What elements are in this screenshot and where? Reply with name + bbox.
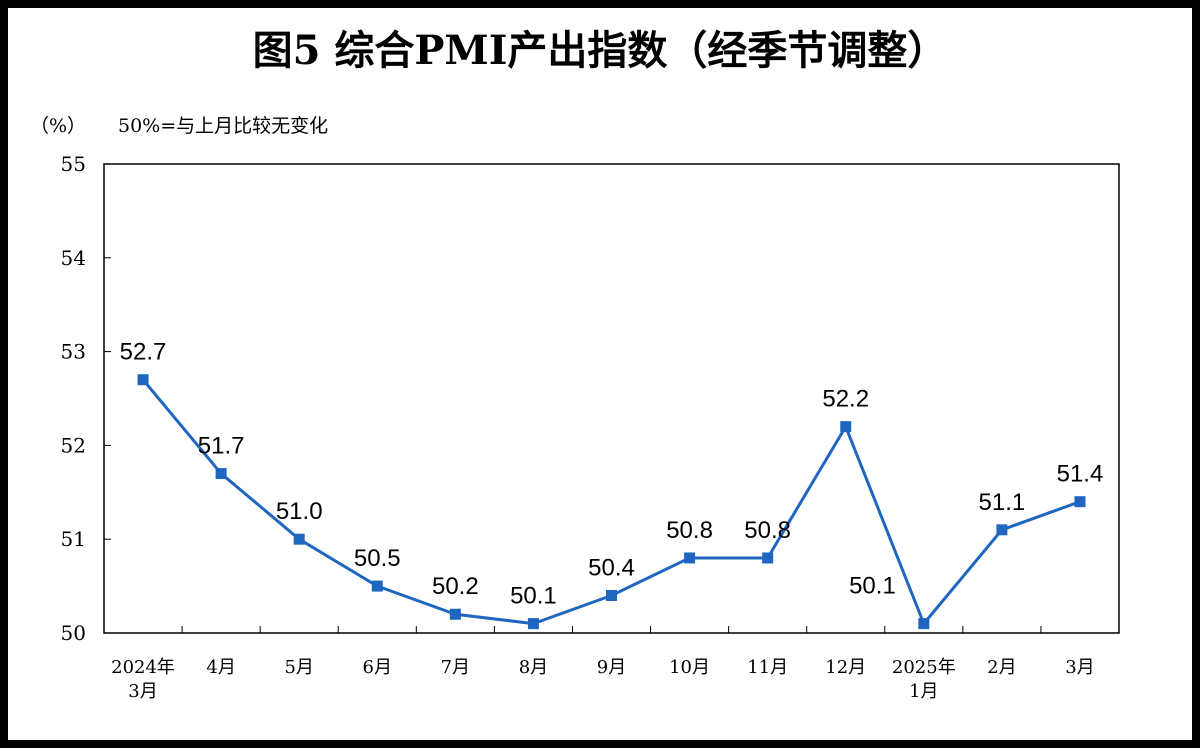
y-tick-label: 54 (61, 246, 86, 270)
data-label: 51.4 (1057, 461, 1104, 488)
pmi-line-chart: 图5 综合PMI产出指数（经季节调整） （%） 50%=与上月比较无变化 505… (30, 27, 1120, 702)
x-tick-label: 6月 (363, 657, 392, 678)
y-tick-label: 50 (61, 621, 86, 645)
data-label: 51.0 (276, 498, 323, 525)
x-tick-label: 7月 (441, 657, 470, 678)
data-label: 50.1 (510, 583, 557, 610)
data-label: 50.4 (588, 554, 635, 581)
x-tick-label: 2024年 (111, 657, 175, 678)
x-tick-label: 2月 (987, 657, 1016, 678)
data-point (449, 608, 461, 620)
x-tick-label: 12月 (825, 657, 866, 678)
baseline-note: 50%=与上月比较无变化 (118, 115, 328, 137)
data-point (215, 468, 227, 480)
y-axis: 50 51 52 53 54 55 (61, 152, 111, 645)
x-tick-label: 10月 (669, 657, 710, 678)
data-point (1074, 496, 1086, 508)
chart-frame: 图5 综合PMI产出指数（经季节调整） （%） 50%=与上月比较无变化 50 5… (8, 8, 1192, 740)
data-point (762, 552, 774, 564)
x-tick-label: 5月 (284, 657, 313, 678)
data-point (996, 524, 1008, 536)
data-label: 51.1 (979, 489, 1026, 516)
data-label: 52.2 (822, 386, 869, 413)
data-label: 51.7 (198, 433, 245, 460)
data-label: 52.7 (120, 339, 167, 366)
y-tick-label: 53 (61, 340, 86, 364)
data-point (293, 533, 305, 545)
data-label: 50.8 (666, 517, 713, 544)
x-tick-label: 2025年 (892, 657, 956, 678)
x-tick-label: 8月 (519, 657, 548, 678)
x-axis: 2024年 3月 4月 5月 6月 7月 8月 9月 10月 11月 12月 2025年 1月 2月 3月 (111, 626, 1095, 702)
data-point (527, 618, 539, 630)
plot-area (103, 163, 1120, 634)
data-point (684, 552, 696, 564)
x-tick-label: 3月 (128, 681, 157, 702)
data-point (918, 618, 930, 630)
data-label: 50.1 (849, 573, 896, 600)
series-layer: 52.7 51.7 51.0 50.5 50.2 50.1 50.4 50.8 50.8 52.2… (120, 339, 1104, 630)
y-tick-label: 52 (61, 433, 86, 457)
y-tick-label: 55 (61, 152, 86, 176)
data-point (137, 374, 149, 386)
data-label: 50.5 (354, 545, 401, 572)
y-tick-label: 51 (61, 527, 86, 551)
data-label: 50.2 (432, 573, 479, 600)
x-tick-label: 4月 (206, 657, 235, 678)
chart-title: 图5 综合PMI产出指数（经季节调整） (253, 27, 948, 74)
x-tick-label: 1月 (909, 681, 938, 702)
data-point (371, 580, 383, 592)
data-point (840, 421, 852, 433)
x-tick-label: 3月 (1065, 657, 1094, 678)
x-tick-label: 9月 (597, 657, 626, 678)
data-label: 50.8 (744, 517, 791, 544)
y-unit-label: （%） (30, 115, 86, 137)
data-point (606, 589, 617, 601)
x-tick-label: 11月 (747, 657, 788, 678)
